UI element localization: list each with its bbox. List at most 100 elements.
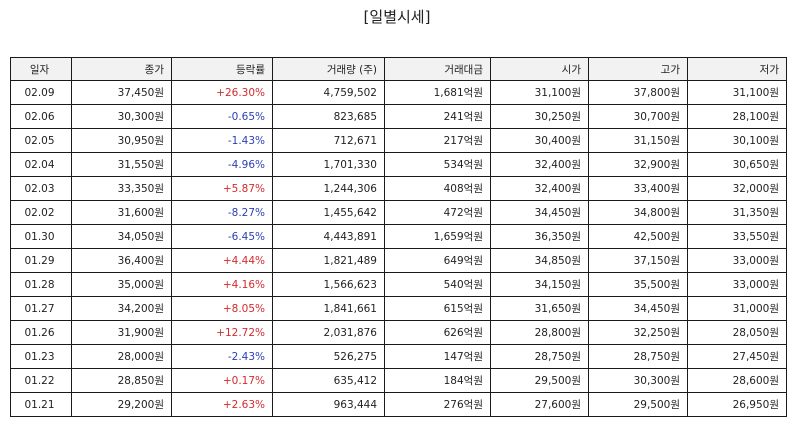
cell-low: 28,050원: [687, 320, 787, 345]
cell-volume: 823,685: [272, 104, 385, 129]
cell-trade-amount: 1,681억원: [384, 80, 491, 105]
cell-change-rate: +2.63%: [171, 392, 273, 417]
cell-close: 28,000원: [71, 344, 172, 369]
cell-date: 02.03: [10, 176, 72, 201]
cell-low: 33,000원: [687, 248, 787, 273]
cell-close: 30,950원: [71, 128, 172, 153]
cell-volume: 1,821,489: [272, 248, 385, 273]
cell-date: 02.09: [10, 80, 72, 105]
cell-low: 27,450원: [687, 344, 787, 369]
cell-high: 42,500원: [588, 224, 688, 249]
cell-close: 31,550원: [71, 152, 172, 177]
cell-low: 33,550원: [687, 224, 787, 249]
cell-open: 31,650원: [490, 296, 589, 321]
table-row: 01.23 28,000원 -2.43% 526,275 147억원 28,750원 28,…: [10, 344, 787, 369]
cell-change-rate: -1.43%: [171, 128, 273, 153]
table-row: 01.28 35,000원 +4.16% 1,566,623 540억원 34,150원 3…: [10, 272, 787, 297]
cell-trade-amount: 472억원: [384, 200, 491, 225]
cell-volume: 526,275: [272, 344, 385, 369]
table-row: 02.03 33,350원 +5.87% 1,244,306 408억원 32,400원 3…: [10, 176, 787, 201]
cell-low: 26,950원: [687, 392, 787, 417]
cell-open: 31,100원: [490, 80, 589, 105]
cell-trade-amount: 147억원: [384, 344, 491, 369]
cell-date: 02.05: [10, 128, 72, 153]
cell-high: 31,150원: [588, 128, 688, 153]
cell-trade-amount: 408억원: [384, 176, 491, 201]
cell-high: 34,450원: [588, 296, 688, 321]
cell-change-rate: -2.43%: [171, 344, 273, 369]
cell-volume: 963,444: [272, 392, 385, 417]
header-low: 저가: [687, 57, 787, 81]
cell-trade-amount: 649억원: [384, 248, 491, 273]
cell-date: 01.23: [10, 344, 72, 369]
cell-low: 33,000원: [687, 272, 787, 297]
cell-low: 31,000원: [687, 296, 787, 321]
cell-open: 30,250원: [490, 104, 589, 129]
table-row: 02.04 31,550원 -4.96% 1,701,330 534억원 32,400원 3…: [10, 152, 787, 177]
cell-open: 29,500원: [490, 368, 589, 393]
cell-close: 31,900원: [71, 320, 172, 345]
cell-change-rate: +0.17%: [171, 368, 273, 393]
cell-trade-amount: 276억원: [384, 392, 491, 417]
page-title: [일별시세]: [363, 8, 431, 26]
cell-volume: 1,566,623: [272, 272, 385, 297]
cell-change-rate: -4.96%: [171, 152, 273, 177]
cell-change-rate: -8.27%: [171, 200, 273, 225]
cell-date: 01.22: [10, 368, 72, 393]
cell-date: 01.30: [10, 224, 72, 249]
cell-close: 35,000원: [71, 272, 172, 297]
cell-volume: 712,671: [272, 128, 385, 153]
cell-date: 01.29: [10, 248, 72, 273]
cell-trade-amount: 217억원: [384, 128, 491, 153]
cell-volume: 1,244,306: [272, 176, 385, 201]
cell-open: 34,850원: [490, 248, 589, 273]
cell-high: 34,800원: [588, 200, 688, 225]
cell-high: 33,400원: [588, 176, 688, 201]
cell-low: 28,100원: [687, 104, 787, 129]
cell-date: 02.02: [10, 200, 72, 225]
cell-close: 36,400원: [71, 248, 172, 273]
cell-close: 33,350원: [71, 176, 172, 201]
cell-volume: 1,455,642: [272, 200, 385, 225]
cell-trade-amount: 184억원: [384, 368, 491, 393]
cell-close: 31,600원: [71, 200, 172, 225]
cell-high: 28,750원: [588, 344, 688, 369]
cell-volume: 4,443,891: [272, 224, 385, 249]
cell-high: 32,250원: [588, 320, 688, 345]
cell-open: 30,400원: [490, 128, 589, 153]
cell-trade-amount: 626억원: [384, 320, 491, 345]
cell-open: 32,400원: [490, 152, 589, 177]
cell-close: 34,050원: [71, 224, 172, 249]
table-header-row: 일자 종가 등락률 거래량 (주) 거래대금 시가 고가 저가: [10, 57, 787, 81]
cell-low: 31,100원: [687, 80, 787, 105]
cell-close: 37,450원: [71, 80, 172, 105]
cell-date: 02.06: [10, 104, 72, 129]
table-row: 01.22 28,850원 +0.17% 635,412 184억원 29,500원 30,…: [10, 368, 787, 393]
cell-open: 34,150원: [490, 272, 589, 297]
cell-volume: 2,031,876: [272, 320, 385, 345]
cell-low: 30,100원: [687, 128, 787, 153]
cell-open: 27,600원: [490, 392, 589, 417]
cell-low: 28,600원: [687, 368, 787, 393]
table-row: 01.29 36,400원 +4.44% 1,821,489 649억원 34,850원 3…: [10, 248, 787, 273]
table-row: 02.06 30,300원 -0.65% 823,685 241억원 30,250원 30,…: [10, 104, 787, 129]
cell-high: 37,150원: [588, 248, 688, 273]
cell-change-rate: +5.87%: [171, 176, 273, 201]
table-row: 01.30 34,050원 -6.45% 4,443,891 1,659억원 36,350…: [10, 224, 787, 249]
cell-volume: 1,841,661: [272, 296, 385, 321]
header-trade-amount: 거래대금: [384, 57, 491, 81]
cell-low: 32,000원: [687, 176, 787, 201]
cell-date: 01.28: [10, 272, 72, 297]
cell-trade-amount: 615억원: [384, 296, 491, 321]
table-row: 01.27 34,200원 +8.05% 1,841,661 615억원 31,650원 3…: [10, 296, 787, 321]
cell-trade-amount: 534억원: [384, 152, 491, 177]
cell-trade-amount: 1,659억원: [384, 224, 491, 249]
cell-open: 36,350원: [490, 224, 589, 249]
cell-volume: 1,701,330: [272, 152, 385, 177]
cell-date: 01.21: [10, 392, 72, 417]
cell-open: 32,400원: [490, 176, 589, 201]
cell-close: 29,200원: [71, 392, 172, 417]
cell-trade-amount: 540억원: [384, 272, 491, 297]
cell-change-rate: +12.72%: [171, 320, 273, 345]
